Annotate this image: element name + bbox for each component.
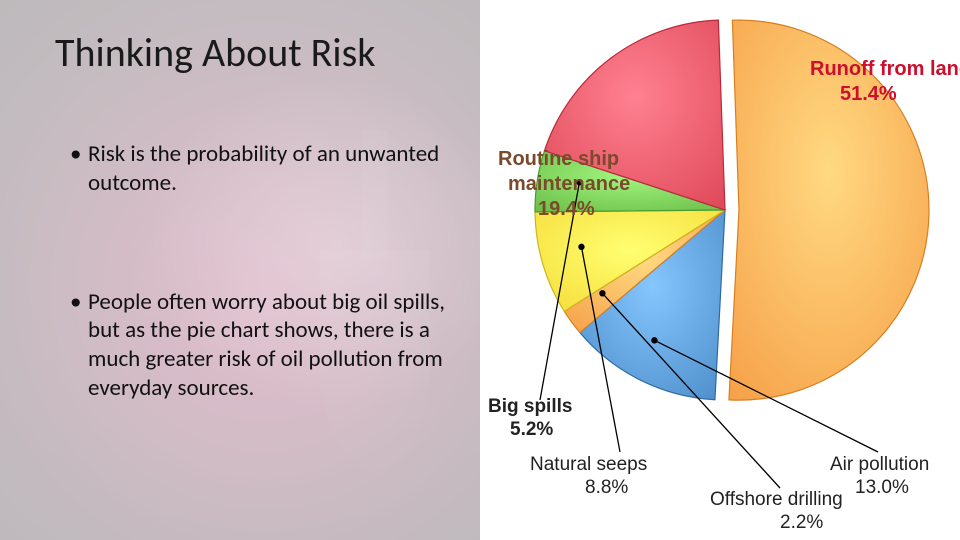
slice-value: 5.2% xyxy=(510,419,553,440)
slide: Thinking About Risk Risk is the probabil… xyxy=(0,0,960,540)
bullet-list: Risk is the probability of an unwanted o… xyxy=(70,140,465,493)
slice-value: 13.0% xyxy=(855,477,909,498)
slice-label: Runoff from land xyxy=(810,58,960,80)
slice-value: 19.4% xyxy=(538,198,595,220)
pie-chart-svg: Runoff from land 51.4% Air pollution13.0% O… xyxy=(480,0,960,540)
slice-label: Big spills xyxy=(488,396,572,417)
pie-chart: Runoff from land 51.4% Air pollution13.0% O… xyxy=(480,0,960,540)
slice-label: Natural seeps xyxy=(530,454,647,475)
leader-dot xyxy=(651,337,657,343)
slice-value: 51.4% xyxy=(840,83,897,105)
leader-dot xyxy=(578,244,584,250)
bullet-item: Risk is the probability of an unwanted o… xyxy=(70,140,465,198)
slice-label: maintenance xyxy=(508,173,630,195)
slide-title: Thinking About Risk xyxy=(55,28,375,77)
slice-label: Air pollution xyxy=(830,454,929,475)
bullet-item: People often worry about big oil spills,… xyxy=(70,288,465,403)
slice-label: Offshore drilling xyxy=(710,489,843,510)
slice-label: Routine ship xyxy=(498,148,619,170)
slice-value: 2.2% xyxy=(780,512,823,533)
slice-value: 8.8% xyxy=(585,477,628,498)
leader-dot xyxy=(599,290,605,296)
